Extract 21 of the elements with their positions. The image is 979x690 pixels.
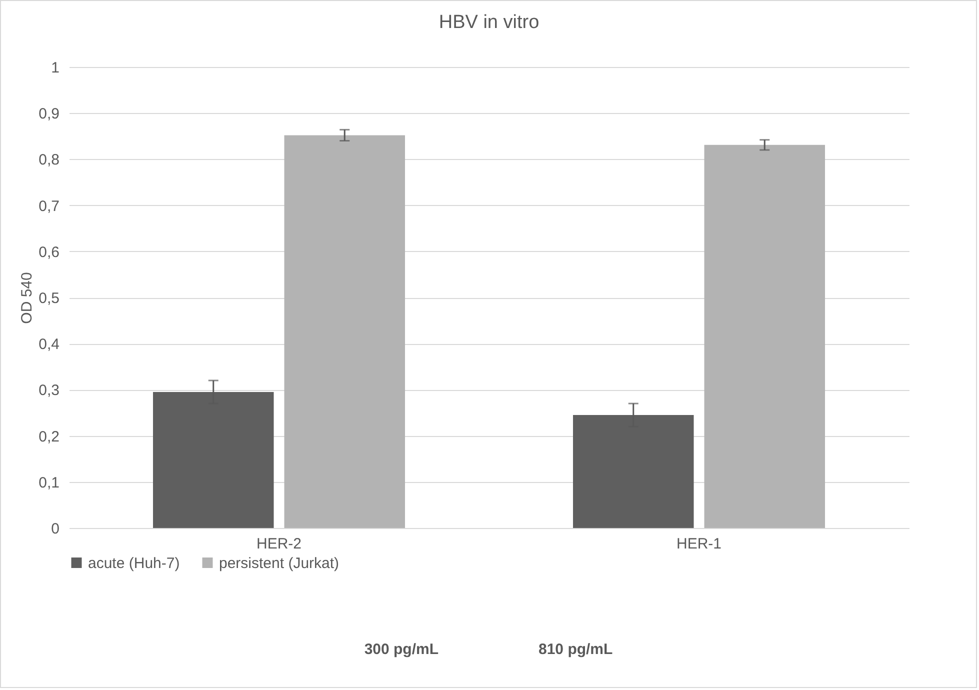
- text: 810 pg/mL: [538, 641, 613, 658]
- y-tick-label: 0,9: [38, 106, 60, 123]
- x-tick-label: HER-2: [256, 536, 302, 552]
- y-axis-title: OD 540: [18, 272, 36, 324]
- y-tick-label: 0,8: [38, 152, 60, 169]
- bar: [704, 144, 825, 528]
- y-tick-label: 0,6: [38, 244, 60, 261]
- legend-label: persistent (Jurkat): [219, 554, 340, 572]
- chart-title: HBV in vitro: [438, 12, 540, 33]
- y-tick-label: 0,7: [38, 198, 60, 215]
- x-tick-label: HER-1: [676, 536, 722, 552]
- y-tick-label: 0,3: [38, 382, 60, 400]
- y-tick-label: 0,4: [38, 336, 60, 354]
- legend-label: acute (Huh-7): [88, 554, 180, 572]
- bar: [284, 135, 405, 528]
- y-tick-label: 0,2: [38, 428, 60, 446]
- y-tick-label: 0: [51, 520, 60, 538]
- y-tick-label: 1: [51, 60, 60, 76]
- text: 300 pg/mL: [364, 641, 438, 658]
- y-tick-label: 0,1: [38, 474, 60, 492]
- y-tick-label: 0,5: [38, 290, 60, 307]
